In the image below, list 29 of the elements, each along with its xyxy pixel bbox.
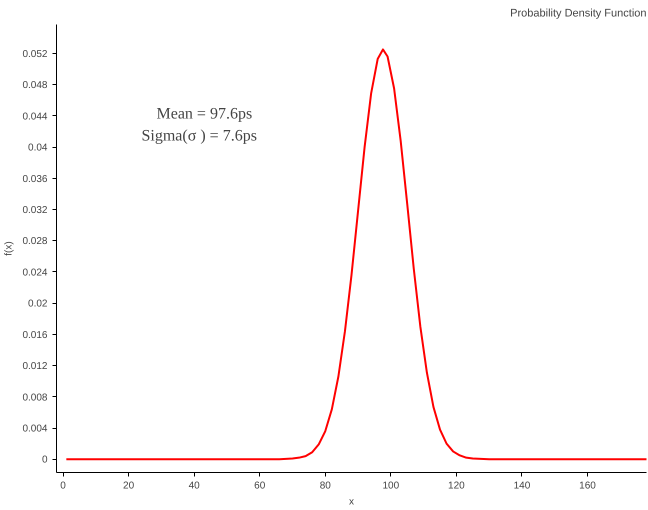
y-tick-label: 0.004 [22,424,48,435]
x-tick-label: 160 [579,480,596,492]
line-series [65,48,646,460]
x-tick-label: 80 [320,480,332,492]
x-tick-label: 40 [188,480,200,492]
y-tick-label: 0.016 [22,330,48,341]
y-tick-label: 0.044 [22,111,48,122]
y-tick-label: 0.036 [22,174,48,185]
x-tick-label: 20 [123,480,135,492]
y-tick-label: 0.008 [22,392,48,404]
x-tick-label: 140 [514,480,531,492]
x-axis-title: x [349,496,354,508]
y-axis-title: f(x) [3,241,14,256]
y-tick-label: 0.02 [28,298,48,310]
x-tick-label: 100 [382,480,400,492]
y-tick-label: 0.028 [22,236,48,248]
x-tick-label: 60 [254,480,266,492]
y-tick-label: 0.032 [22,204,48,216]
annotation: Sigma(σ ) = 7.6ps [142,128,257,144]
y-tick-label: 0.024 [22,267,48,278]
y-tick-label: 0.012 [22,361,48,372]
x-tick-label: 0 [60,480,66,492]
annotation: Mean = 97.6ps [156,106,252,122]
y-tick-label: 0.048 [22,80,48,92]
chart-title: Probability Density Function [510,8,647,20]
y-tick-label: 0 [42,454,48,466]
y-tick-label: 0.052 [22,48,48,60]
x-tick-label: 120 [448,480,466,492]
y-tick-label: 0.04 [28,142,48,154]
